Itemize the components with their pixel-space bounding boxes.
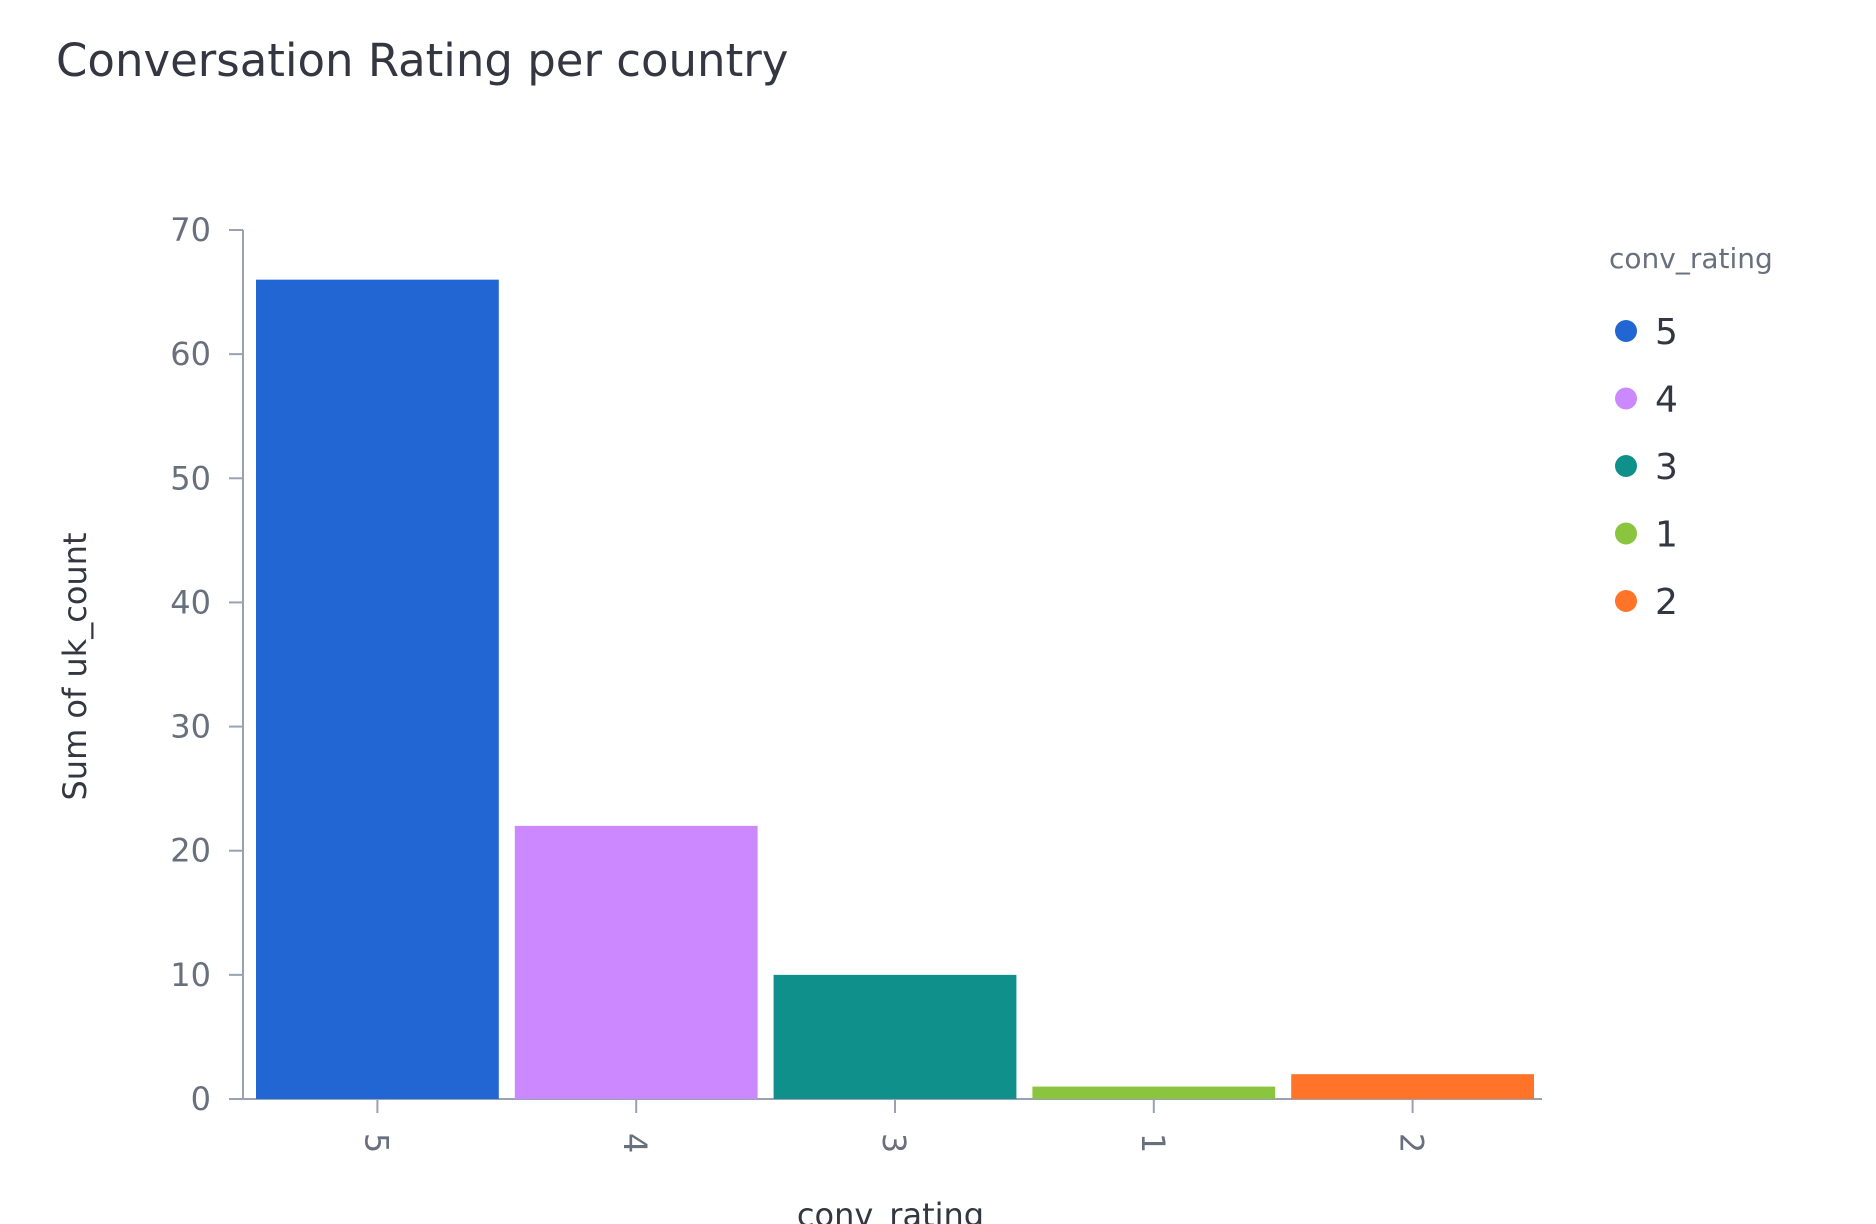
y-tick-label: 30 — [170, 708, 211, 746]
legend-label: 2 — [1655, 582, 1678, 623]
x-tick-label: 4 — [616, 1133, 654, 1153]
legend-item-4[interactable]: 4 — [1615, 380, 1678, 421]
legend-dot-icon — [1615, 522, 1637, 545]
x-tick-label: 5 — [357, 1133, 395, 1153]
legend-title: conv_rating — [1609, 242, 1773, 275]
y-tick-label: 10 — [170, 956, 211, 994]
legend-dot-icon — [1615, 455, 1637, 477]
x-tick-label: 3 — [875, 1133, 913, 1153]
legend-label: 3 — [1655, 447, 1678, 488]
y-tick-label: 20 — [170, 832, 211, 870]
legend-item-3[interactable]: 3 — [1615, 447, 1678, 488]
y-tick-label: 0 — [191, 1080, 211, 1118]
chart-title: Conversation Rating per country — [56, 34, 789, 87]
y-axis-title: Sum of uk_count — [56, 532, 94, 800]
y-tick-label: 50 — [170, 459, 211, 497]
legend-item-2[interactable]: 2 — [1615, 582, 1678, 623]
bar-1[interactable] — [1032, 1086, 1276, 1099]
y-tick-label: 60 — [170, 335, 211, 373]
y-axis: 0 10 20 30 40 50 60 70 — [170, 211, 244, 1118]
bar-2[interactable] — [1291, 1074, 1534, 1099]
x-axis-title: conv_rating — [797, 1196, 984, 1224]
x-axis: 5 4 3 1 2 — [229, 1098, 1542, 1153]
bar-3[interactable] — [773, 974, 1017, 1099]
legend-label: 4 — [1655, 380, 1678, 421]
legend-item-5[interactable]: 5 — [1615, 312, 1678, 353]
bar-4[interactable] — [514, 825, 758, 1099]
legend-dot-icon — [1615, 320, 1637, 342]
x-tick-label: 2 — [1393, 1133, 1431, 1153]
y-tick-label: 70 — [170, 211, 211, 249]
legend-item-1[interactable]: 1 — [1615, 515, 1678, 556]
bars — [256, 279, 1534, 1100]
bar-5[interactable] — [256, 279, 499, 1100]
x-tick-label: 1 — [1134, 1133, 1172, 1153]
y-tick-label: 40 — [170, 583, 211, 621]
legend-dot-icon — [1615, 590, 1637, 612]
legend-label: 1 — [1655, 515, 1678, 556]
legend-label: 5 — [1655, 312, 1678, 353]
legend-dot-icon — [1615, 387, 1637, 410]
legend: conv_rating 5 4 3 1 2 — [1609, 242, 1773, 623]
